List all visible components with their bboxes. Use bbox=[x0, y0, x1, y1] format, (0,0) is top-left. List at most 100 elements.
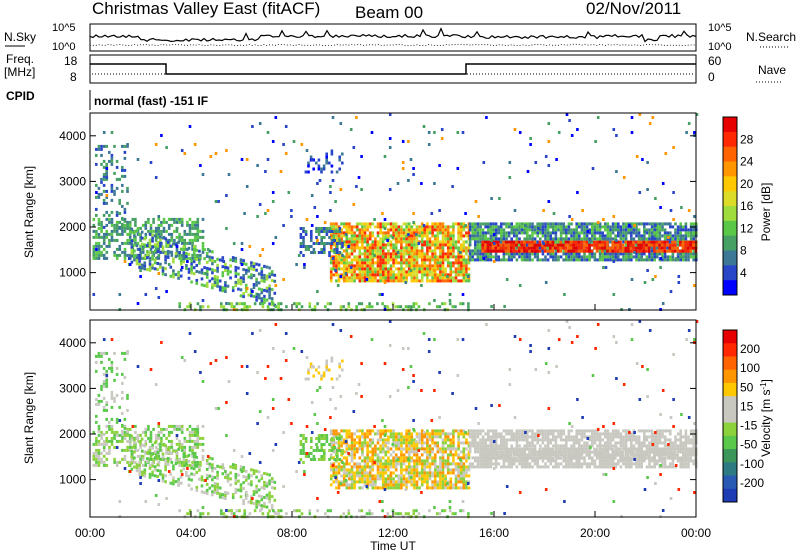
power-cell bbox=[661, 234, 664, 237]
power-cell bbox=[505, 222, 508, 225]
power-cell bbox=[547, 237, 550, 240]
power-cell bbox=[121, 184, 124, 187]
power-cell bbox=[329, 302, 332, 305]
power-cell bbox=[503, 222, 506, 225]
power-cell bbox=[251, 125, 254, 128]
power-cell bbox=[444, 302, 447, 305]
power-cell bbox=[437, 273, 440, 276]
power-cell bbox=[690, 252, 693, 255]
power-cell bbox=[333, 225, 336, 228]
velocity-cell bbox=[98, 458, 101, 461]
power-cell bbox=[460, 243, 463, 246]
velocity-cell bbox=[413, 480, 416, 483]
colorbar-tick-label: 8 bbox=[740, 244, 747, 258]
power-cell bbox=[359, 258, 362, 261]
power-cell bbox=[421, 276, 424, 279]
power-cell bbox=[648, 255, 651, 258]
power-cell bbox=[513, 244, 516, 247]
power-cell bbox=[568, 258, 571, 261]
power-cell bbox=[400, 237, 403, 240]
power-cell bbox=[599, 228, 602, 231]
power-cell bbox=[505, 237, 508, 240]
power-cell bbox=[387, 249, 390, 252]
velocity-cell bbox=[400, 468, 403, 471]
velocity-cell bbox=[160, 431, 163, 434]
velocity-cell bbox=[429, 471, 432, 474]
velocity-cell bbox=[359, 438, 362, 441]
power-cell bbox=[398, 279, 401, 282]
power-cell bbox=[542, 228, 545, 231]
power-cell bbox=[424, 258, 427, 261]
power-cell bbox=[646, 269, 649, 272]
velocity-cell bbox=[177, 478, 180, 481]
power-cell bbox=[529, 143, 532, 146]
y-tick-label: 2000 bbox=[59, 220, 86, 234]
velocity-cell bbox=[369, 471, 372, 474]
power-cell bbox=[612, 255, 615, 258]
power-cell bbox=[222, 286, 225, 289]
power-cell bbox=[510, 222, 513, 225]
velocity-cell bbox=[170, 473, 173, 476]
power-cell bbox=[554, 244, 557, 247]
power-cell bbox=[505, 234, 508, 237]
power-cell bbox=[157, 268, 160, 271]
velocity-cell bbox=[154, 468, 157, 471]
power-cell bbox=[575, 244, 578, 247]
power-cell bbox=[567, 241, 570, 244]
power-cell bbox=[484, 252, 487, 255]
velocity-cell bbox=[390, 483, 393, 486]
power-cell bbox=[149, 266, 152, 269]
power-cell bbox=[343, 267, 346, 270]
power-cell bbox=[528, 241, 531, 244]
power-cell bbox=[544, 247, 547, 250]
power-cell bbox=[111, 230, 114, 233]
velocity-cell bbox=[418, 462, 421, 465]
velocity-cell bbox=[374, 486, 377, 489]
power-cell bbox=[93, 257, 96, 260]
power-cell bbox=[555, 231, 558, 234]
power-cell bbox=[248, 294, 251, 297]
power-cell bbox=[230, 305, 233, 308]
power-cell bbox=[392, 249, 395, 252]
power-cell bbox=[604, 234, 607, 237]
velocity-cell bbox=[418, 435, 421, 438]
power-cell bbox=[570, 234, 573, 237]
power-cell bbox=[329, 209, 332, 212]
power-cell bbox=[418, 267, 421, 270]
power-cell bbox=[155, 227, 158, 230]
power-cell bbox=[353, 243, 356, 246]
power-cell bbox=[176, 236, 179, 239]
power-cell bbox=[379, 273, 382, 276]
power-cell bbox=[172, 260, 175, 263]
power-cell bbox=[413, 273, 416, 276]
velocity-cell bbox=[199, 443, 202, 446]
power-cell bbox=[648, 250, 651, 253]
velocity-cell bbox=[387, 429, 390, 432]
power-cell bbox=[418, 228, 421, 231]
power-cell bbox=[407, 140, 410, 143]
velocity-cell bbox=[133, 445, 136, 448]
power-cell bbox=[408, 240, 411, 243]
power-cell bbox=[669, 222, 672, 225]
velocity-cell bbox=[382, 468, 385, 471]
velocity-cell bbox=[353, 432, 356, 435]
velocity-cell bbox=[263, 484, 266, 487]
power-cell bbox=[483, 257, 486, 260]
power-cell bbox=[531, 241, 534, 244]
power-cell bbox=[421, 252, 424, 255]
velocity-cell bbox=[400, 432, 403, 435]
velocity-cell bbox=[379, 477, 382, 480]
velocity-cell bbox=[447, 468, 450, 471]
power-cell bbox=[95, 154, 98, 157]
power-cell bbox=[164, 258, 167, 261]
power-cell bbox=[565, 231, 568, 234]
power-cell bbox=[508, 255, 511, 258]
power-cell bbox=[546, 250, 549, 253]
power-cell bbox=[387, 267, 390, 270]
power-cell bbox=[189, 239, 192, 242]
power-cell bbox=[392, 236, 395, 239]
power-cell bbox=[150, 230, 153, 233]
power-cell bbox=[439, 264, 442, 267]
velocity-cell bbox=[346, 462, 349, 465]
power-cell bbox=[568, 255, 571, 258]
